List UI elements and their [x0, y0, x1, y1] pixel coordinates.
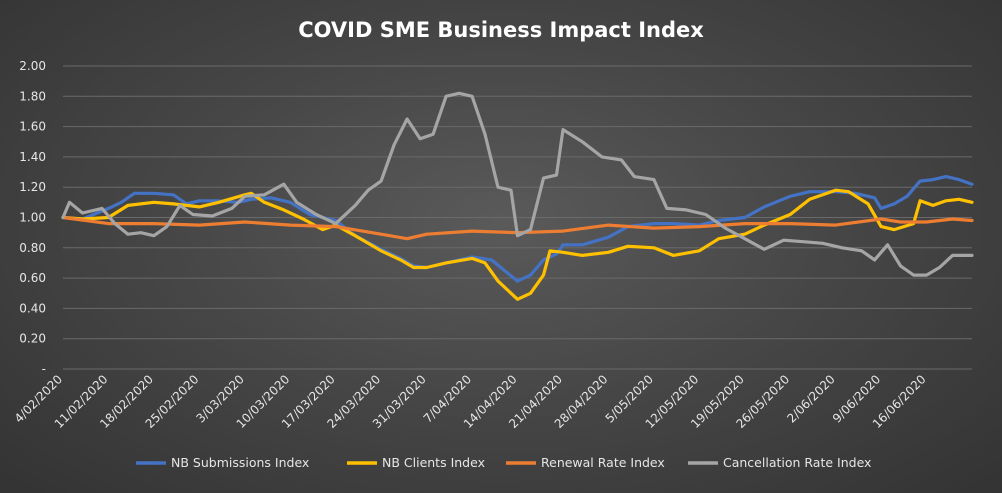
series-line-2 — [61, 188, 974, 301]
y-tick-label: 1.80 — [19, 89, 46, 103]
y-tick-label: 1.20 — [19, 180, 46, 194]
y-tick-label: 0.40 — [19, 301, 46, 315]
series-line-4 — [61, 91, 974, 277]
y-axis-ticks: - 0.20 0.40 0.60 0.80 1.00 1.20 1.40 1.60 1.80 2.0… — [19, 59, 46, 376]
y-tick-label: 1.40 — [19, 150, 46, 164]
series-line-1 — [61, 175, 974, 283]
y-tick-label: - — [42, 362, 46, 376]
y-tick-label: 0.20 — [19, 332, 46, 346]
legend: NB Submissions Index NB Clients Index Rene… — [136, 455, 871, 470]
x-axis-ticks: 4/02/202011/02/202018/02/202025/02/20203… — [12, 372, 929, 431]
y-tick-label: 0.60 — [19, 271, 46, 285]
x-tick-label: 2/06/2020 — [784, 372, 837, 425]
chart-title: COVID SME Business Impact Index — [298, 18, 704, 42]
y-tick-label: 0.80 — [19, 241, 46, 255]
legend-label: NB Submissions Index — [171, 455, 309, 470]
legend-label: Cancellation Rate Index — [723, 455, 871, 470]
series-line-3 — [61, 215, 974, 241]
y-tick-label: 1.60 — [19, 120, 46, 134]
y-tick-label: 1.00 — [19, 211, 46, 225]
y-tick-label: 2.00 — [19, 59, 46, 73]
legend-label: NB Clients Index — [382, 455, 485, 470]
legend-label: Renewal Rate Index — [541, 455, 665, 470]
gridlines — [63, 65, 972, 370]
series-lines — [61, 91, 974, 301]
